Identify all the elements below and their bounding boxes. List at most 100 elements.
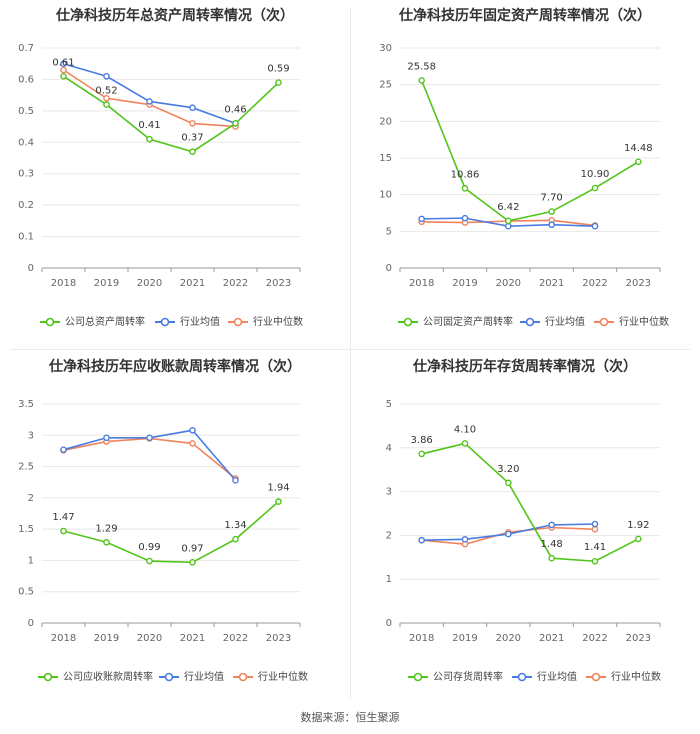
legend-label: 行业中位数 bbox=[619, 315, 669, 328]
y-tick-label: 3.5 bbox=[18, 399, 34, 410]
y-tick-label: 3 bbox=[386, 487, 392, 498]
legend-swatch-marker bbox=[164, 672, 174, 682]
data-label: 1.34 bbox=[224, 520, 246, 531]
data-point-company bbox=[461, 440, 469, 447]
data-point-avg bbox=[232, 477, 239, 484]
legend-label: 行业均值 bbox=[545, 315, 585, 328]
x-tick-label: 2022 bbox=[582, 278, 607, 289]
data-point-company bbox=[418, 450, 425, 458]
y-tick-label: 1.5 bbox=[18, 524, 34, 535]
data-point-company bbox=[275, 79, 282, 86]
data-label: 10.90 bbox=[581, 169, 610, 180]
data-label: 0.52 bbox=[95, 86, 117, 97]
data-label: 3.86 bbox=[411, 435, 433, 446]
y-tick-label: 0.6 bbox=[18, 74, 34, 85]
data-point-avg bbox=[146, 434, 153, 442]
data-point-avg bbox=[189, 426, 196, 434]
data-point-company bbox=[461, 185, 469, 192]
y-tick-label: 1 bbox=[386, 574, 392, 585]
data-label: 0.97 bbox=[181, 543, 203, 554]
data-label: 1.41 bbox=[584, 542, 606, 553]
legend-label: 行业中位数 bbox=[253, 315, 303, 328]
x-tick-label: 2019 bbox=[452, 278, 477, 289]
legend-label: 公司存货周转率 bbox=[433, 670, 503, 683]
legend-label: 公司总资产周转率 bbox=[65, 315, 145, 328]
legend-swatch-marker bbox=[525, 317, 535, 327]
x-tick-label: 2019 bbox=[452, 633, 477, 644]
series-line-company bbox=[421, 442, 639, 563]
data-label: 0.41 bbox=[138, 120, 160, 131]
data-point-avg bbox=[146, 98, 153, 105]
x-tick-label: 2018 bbox=[51, 278, 76, 289]
legend-label: 行业均值 bbox=[180, 315, 220, 328]
data-point-avg bbox=[103, 72, 110, 80]
legend-swatch-marker bbox=[517, 672, 527, 682]
x-tick-label: 2020 bbox=[137, 633, 162, 644]
chart-title: 仕净科技历年应收账款周转率情况（次） bbox=[48, 358, 301, 375]
data-label: 0.61 bbox=[52, 57, 74, 68]
data-point-median bbox=[60, 66, 67, 74]
x-tick-label: 2023 bbox=[266, 633, 291, 644]
data-label: 14.48 bbox=[624, 143, 653, 154]
data-point-avg bbox=[60, 60, 67, 68]
x-tick-label: 2021 bbox=[180, 633, 205, 644]
horizontal-divider bbox=[10, 349, 690, 350]
chart-panel-receivables-turnover: 仕净科技历年应收账款周转率情况（次） 0 0.5 1 1.5 2 2.5 3 3.5 2018 20… bbox=[0, 350, 350, 700]
data-point-avg bbox=[548, 521, 555, 529]
legend-label: 行业中位数 bbox=[258, 670, 308, 683]
data-point-company bbox=[505, 479, 512, 487]
data-point-company bbox=[103, 101, 110, 108]
legend-swatch-marker bbox=[403, 317, 413, 327]
legend-swatch-marker bbox=[45, 317, 55, 327]
data-point-company bbox=[635, 158, 642, 166]
data-point-company bbox=[635, 535, 642, 543]
y-tick-label: 5 bbox=[386, 399, 392, 410]
y-tick-label: 30 bbox=[379, 43, 392, 54]
data-point-avg bbox=[103, 434, 110, 442]
data-point-avg bbox=[591, 222, 599, 230]
data-point-avg bbox=[548, 221, 555, 229]
data-point-avg bbox=[60, 446, 67, 453]
data-label: 6.42 bbox=[497, 202, 519, 213]
vertical-divider bbox=[350, 8, 351, 698]
y-tick-label: 25 bbox=[379, 80, 392, 91]
y-tick-label: 10 bbox=[379, 190, 392, 201]
x-tick-label: 2021 bbox=[539, 633, 564, 644]
x-tick-label: 2023 bbox=[626, 633, 651, 644]
y-tick-label: 5 bbox=[386, 226, 392, 237]
legend-label: 行业均值 bbox=[184, 670, 224, 683]
y-tick-label: 2 bbox=[28, 493, 34, 504]
x-tick-label: 2018 bbox=[51, 633, 76, 644]
data-point-company bbox=[232, 535, 239, 543]
x-tick-label: 2022 bbox=[223, 278, 248, 289]
data-point-company bbox=[60, 527, 67, 535]
y-tick-label: 20 bbox=[379, 116, 392, 127]
data-label: 0.37 bbox=[181, 133, 203, 144]
data-label: 1.29 bbox=[95, 523, 117, 534]
legend-swatch-marker bbox=[43, 672, 53, 682]
y-tick-label: 0.4 bbox=[18, 137, 34, 148]
data-label: 10.86 bbox=[451, 169, 480, 180]
legend-swatch-marker bbox=[160, 317, 170, 327]
data-point-company bbox=[146, 135, 153, 143]
data-label: 0.99 bbox=[138, 542, 160, 553]
x-tick-label: 2019 bbox=[94, 278, 119, 289]
y-tick-label: 2.5 bbox=[18, 462, 34, 473]
data-label: 1.92 bbox=[627, 520, 649, 531]
x-tick-label: 2023 bbox=[266, 278, 291, 289]
data-label: 0.59 bbox=[267, 64, 289, 75]
x-tick-label: 2018 bbox=[409, 633, 434, 644]
legend-swatch-marker bbox=[413, 672, 423, 682]
y-tick-label: 4 bbox=[386, 443, 392, 454]
data-point-avg bbox=[505, 530, 512, 538]
chart-svg: 仕净科技历年应收账款周转率情况（次） 0 0.5 1 1.5 2 2.5 3 3.5 2018 20… bbox=[18, 358, 308, 683]
legend-label: 行业中位数 bbox=[611, 670, 661, 683]
x-tick-label: 2021 bbox=[539, 278, 564, 289]
x-tick-label: 2020 bbox=[496, 278, 521, 289]
y-tick-label: 0.5 bbox=[18, 106, 34, 117]
data-point-avg bbox=[189, 104, 196, 112]
legend-swatch-marker bbox=[599, 317, 609, 327]
legend-swatch-marker bbox=[233, 317, 243, 327]
series-line-company bbox=[63, 75, 280, 153]
x-tick-label: 2020 bbox=[137, 278, 162, 289]
